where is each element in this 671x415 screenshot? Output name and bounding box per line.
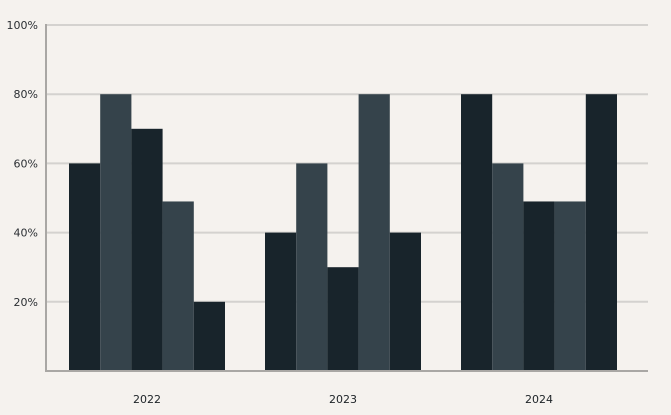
bar-2024-series-2 — [492, 163, 524, 371]
y-tick-label-20: 20% — [14, 296, 38, 309]
x-tick-labels: 2022 2023 2024 — [133, 393, 553, 406]
bar-2022-series-4 — [162, 201, 194, 371]
y-tick-label-60: 60% — [14, 157, 38, 170]
x-tick-label-2022: 2022 — [133, 393, 161, 406]
bar-2023-series-4 — [358, 94, 390, 371]
y-tick-label-40: 40% — [14, 227, 38, 240]
y-tick-label-100: 100% — [7, 19, 38, 32]
bar-2023-series-3 — [327, 267, 359, 371]
bar-2022-series-2 — [100, 94, 132, 371]
bar-2022-series-3 — [131, 128, 163, 371]
bar-2024-series-4 — [554, 201, 586, 371]
bar-2024-series-5 — [585, 94, 617, 371]
bar-2022-series-1 — [69, 163, 101, 371]
bar-2023-series-2 — [296, 163, 328, 371]
x-tick-label-2024: 2024 — [525, 393, 553, 406]
bars — [69, 94, 617, 371]
y-tick-label-80: 80% — [14, 88, 38, 101]
axes — [45, 24, 648, 372]
bar-2024-series-3 — [523, 201, 555, 371]
y-tick-labels: 20% 40% 60% 80% 100% — [7, 19, 38, 309]
bar-2022-series-5 — [193, 301, 225, 371]
bar-2023-series-1 — [265, 232, 297, 371]
x-tick-label-2023: 2023 — [329, 393, 357, 406]
bar-2024-series-1 — [461, 94, 493, 371]
bar-2023-series-5 — [389, 232, 421, 371]
